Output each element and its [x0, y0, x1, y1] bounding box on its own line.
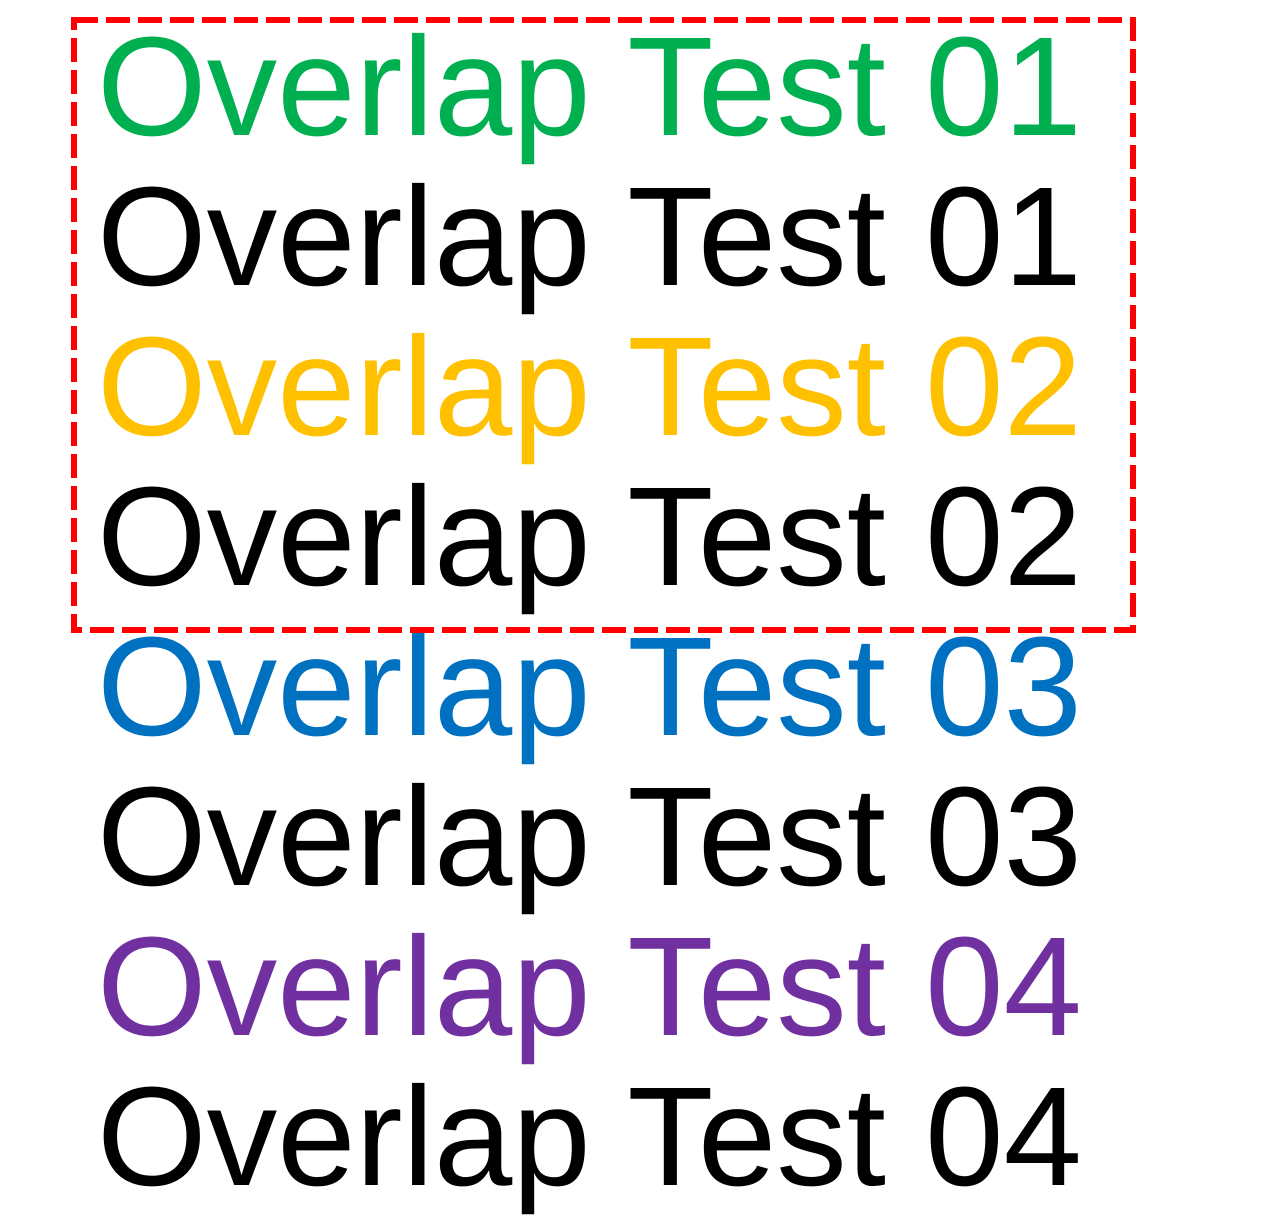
overlap-text-black-3: Overlap Test 03 — [97, 757, 1082, 915]
overlap-text-black-1: Overlap Test 01 — [97, 157, 1082, 315]
overlap-text-colored-4: Overlap Test 04 — [97, 907, 1082, 1065]
overlap-text-colored-3: Overlap Test 03 — [97, 607, 1082, 765]
overlap-text-black-4: Overlap Test 04 — [97, 1057, 1082, 1215]
overlap-text-colored-1: Overlap Test 01 — [97, 7, 1082, 165]
overlap-text-black-2: Overlap Test 02 — [97, 457, 1082, 615]
overlap-text-colored-2: Overlap Test 02 — [97, 307, 1082, 465]
highlight-box — [71, 17, 1136, 633]
